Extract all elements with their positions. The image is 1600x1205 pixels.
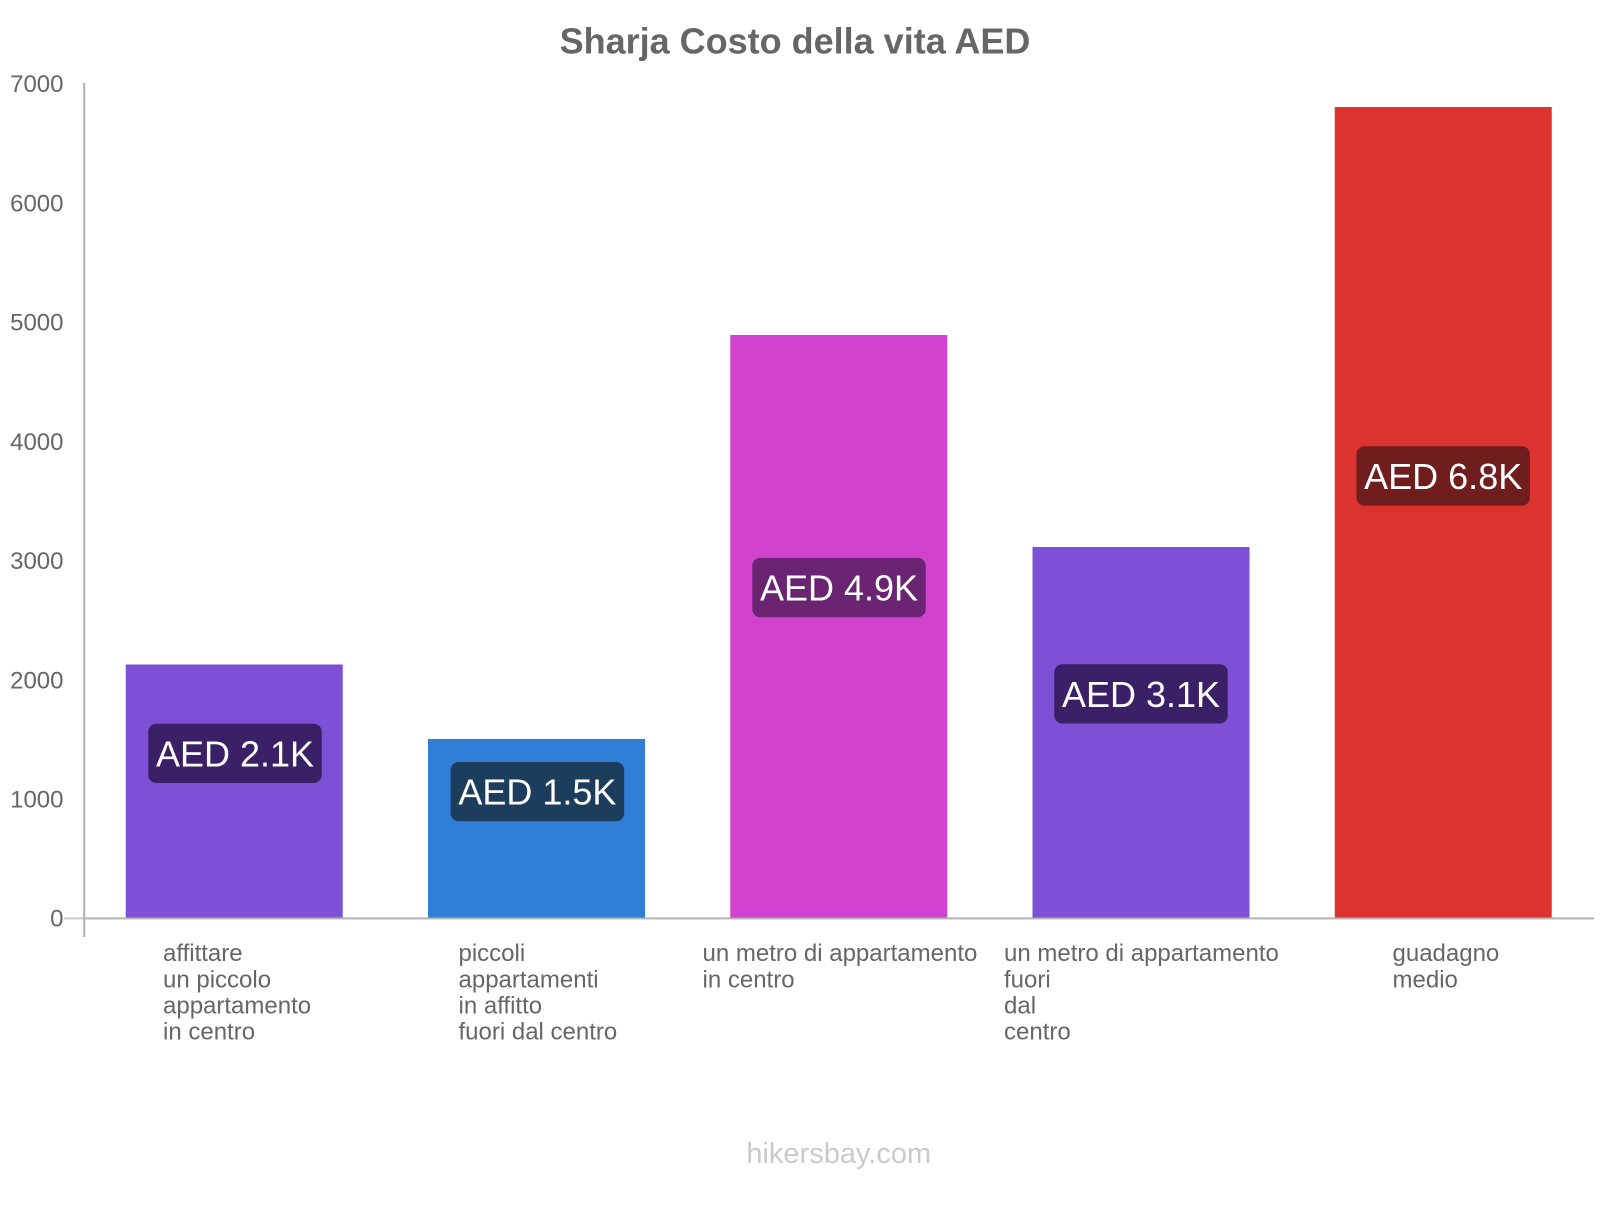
- svg-text:affittare: affittare: [163, 940, 243, 967]
- svg-text:AED 3.1K: AED 3.1K: [1062, 674, 1220, 715]
- svg-text:AED 1.5K: AED 1.5K: [458, 772, 616, 813]
- svg-text:7000: 7000: [10, 71, 63, 98]
- svg-text:4000: 4000: [10, 429, 63, 456]
- svg-text:6000: 6000: [10, 190, 63, 217]
- svg-text:guadagno: guadagno: [1393, 940, 1500, 967]
- svg-text:3000: 3000: [10, 548, 63, 575]
- svg-text:AED 4.9K: AED 4.9K: [760, 568, 918, 609]
- svg-text:piccoli: piccoli: [459, 940, 526, 967]
- svg-text:5000: 5000: [10, 310, 63, 337]
- svg-text:in centro: in centro: [703, 966, 795, 993]
- svg-text:dal: dal: [1004, 993, 1036, 1020]
- svg-text:AED 2.1K: AED 2.1K: [156, 733, 314, 774]
- svg-text:appartamenti: appartamenti: [459, 966, 599, 993]
- svg-text:in affitto: in affitto: [459, 993, 543, 1020]
- svg-text:hikersbay.com: hikersbay.com: [746, 1138, 931, 1170]
- svg-text:medio: medio: [1393, 966, 1458, 993]
- svg-text:2000: 2000: [10, 668, 63, 695]
- svg-text:centro: centro: [1004, 1019, 1071, 1046]
- svg-text:in centro: in centro: [163, 1019, 255, 1046]
- svg-text:1000: 1000: [10, 787, 63, 814]
- svg-text:fuori: fuori: [1004, 966, 1051, 993]
- svg-text:un metro di appartamento: un metro di appartamento: [703, 940, 978, 967]
- svg-text:appartamento: appartamento: [163, 993, 311, 1020]
- svg-text:0: 0: [50, 906, 63, 933]
- svg-text:un metro di appartamento: un metro di appartamento: [1004, 940, 1279, 967]
- svg-text:un piccolo: un piccolo: [163, 966, 271, 993]
- svg-text:AED 6.8K: AED 6.8K: [1364, 456, 1522, 497]
- svg-text:fuori dal centro: fuori dal centro: [459, 1019, 618, 1046]
- svg-text:Sharja Costo della vita AED: Sharja Costo della vita AED: [560, 21, 1031, 62]
